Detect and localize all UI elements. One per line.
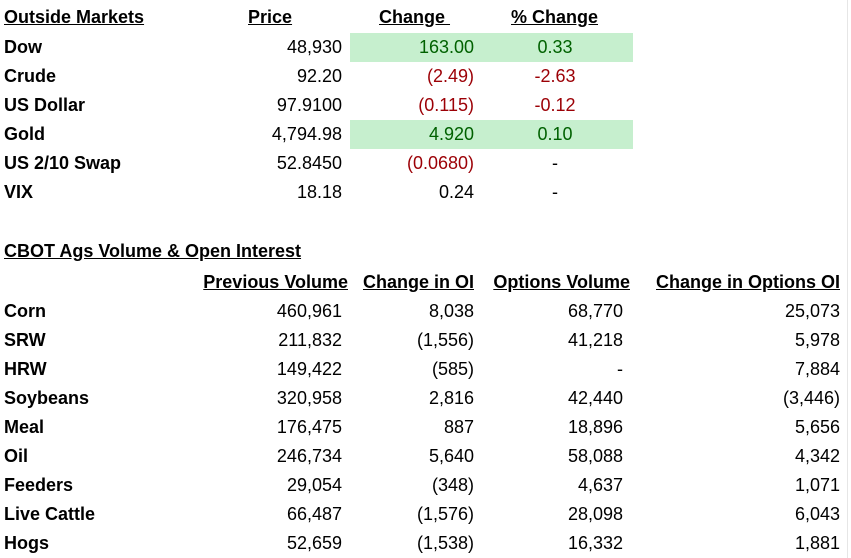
options-volume-cell[interactable]: 16,332 bbox=[567, 533, 623, 553]
change-options-oi-cell[interactable]: 4,342 bbox=[794, 446, 840, 466]
prev-volume-cell[interactable]: 66,487 bbox=[286, 504, 342, 524]
change-oi-cell[interactable]: 5,640 bbox=[428, 446, 474, 466]
change-header[interactable]: Change bbox=[379, 7, 451, 27]
change-oi-header[interactable]: Change in OI bbox=[362, 272, 474, 292]
market-pct-change[interactable]: -2.63 bbox=[534, 66, 576, 86]
outside-markets-title[interactable]: Outside Markets bbox=[4, 7, 145, 27]
change-oi-cell[interactable]: (1,538) bbox=[416, 533, 474, 553]
market-name[interactable]: Dow bbox=[4, 37, 42, 57]
prev-volume-cell[interactable]: 246,734 bbox=[276, 446, 342, 466]
commodity-name[interactable]: SRW bbox=[4, 330, 46, 350]
market-price[interactable]: 4,794.98 bbox=[271, 124, 342, 144]
market-price[interactable]: 92.20 bbox=[296, 66, 342, 86]
price-header[interactable]: Price bbox=[248, 7, 293, 27]
positive-highlight bbox=[350, 120, 633, 149]
commodity-name[interactable]: HRW bbox=[4, 359, 47, 379]
commodity-name[interactable]: Oil bbox=[4, 446, 29, 466]
market-name[interactable]: US Dollar bbox=[4, 95, 86, 115]
market-change[interactable]: (0.0680) bbox=[406, 153, 474, 173]
prev-volume-header[interactable]: Previous Volume bbox=[203, 272, 348, 292]
market-pct-change[interactable]: 0.33 bbox=[537, 37, 573, 57]
change-oi-cell[interactable]: (1,556) bbox=[416, 330, 474, 350]
commodity-name[interactable]: Hogs bbox=[4, 533, 49, 553]
market-name[interactable]: Gold bbox=[4, 124, 45, 144]
change-oi-cell[interactable]: 2,816 bbox=[428, 388, 474, 408]
options-volume-cell[interactable]: 4,637 bbox=[577, 475, 623, 495]
market-price[interactable]: 18.18 bbox=[296, 182, 342, 202]
change-oi-cell[interactable]: (348) bbox=[431, 475, 474, 495]
market-name[interactable]: VIX bbox=[4, 182, 34, 202]
prev-volume-cell[interactable]: 320,958 bbox=[276, 388, 342, 408]
options-volume-cell[interactable]: 58,088 bbox=[567, 446, 623, 466]
commodity-name[interactable]: Soybeans bbox=[4, 388, 90, 408]
options-volume-cell[interactable]: - bbox=[617, 359, 623, 379]
options-volume-cell[interactable]: 42,440 bbox=[567, 388, 623, 408]
change-oi-cell[interactable]: 8,038 bbox=[428, 301, 474, 321]
options-volume-cell[interactable]: 41,218 bbox=[567, 330, 623, 350]
change-options-oi-cell[interactable]: (3,446) bbox=[782, 388, 840, 408]
change-options-oi-cell[interactable]: 25,073 bbox=[784, 301, 840, 321]
options-volume-cell[interactable]: 28,098 bbox=[567, 504, 623, 524]
gridline bbox=[847, 0, 848, 558]
change-options-oi-cell[interactable]: 1,071 bbox=[794, 475, 840, 495]
change-oi-cell[interactable]: 887 bbox=[443, 417, 474, 437]
change-options-oi-cell[interactable]: 5,978 bbox=[794, 330, 840, 350]
options-volume-header[interactable]: Options Volume bbox=[493, 272, 630, 292]
positive-highlight bbox=[350, 33, 633, 62]
market-price[interactable]: 52.8450 bbox=[276, 153, 342, 173]
market-name[interactable]: US 2/10 Swap bbox=[4, 153, 122, 173]
change-options-oi-cell[interactable]: 1,881 bbox=[794, 533, 840, 553]
market-price[interactable]: 97.9100 bbox=[276, 95, 342, 115]
pct-change-header[interactable]: % Change bbox=[511, 7, 599, 27]
change-options-oi-cell[interactable]: 6,043 bbox=[794, 504, 840, 524]
market-change[interactable]: (0.115) bbox=[418, 95, 474, 115]
market-pct-change[interactable]: 0.10 bbox=[537, 124, 573, 144]
prev-volume-cell[interactable]: 460,961 bbox=[276, 301, 342, 321]
options-volume-cell[interactable]: 18,896 bbox=[567, 417, 623, 437]
options-volume-cell[interactable]: 68,770 bbox=[567, 301, 623, 321]
commodity-name[interactable]: Feeders bbox=[4, 475, 74, 495]
market-pct-change[interactable]: -0.12 bbox=[534, 95, 576, 115]
change-options-oi-cell[interactable]: 5,656 bbox=[794, 417, 840, 437]
prev-volume-cell[interactable]: 211,832 bbox=[278, 330, 342, 350]
change-options-oi-cell[interactable]: 7,884 bbox=[794, 359, 840, 379]
market-pct-change[interactable]: - bbox=[552, 153, 558, 173]
commodity-name[interactable]: Live Cattle bbox=[4, 504, 96, 524]
market-pct-change[interactable]: - bbox=[552, 182, 558, 202]
market-change[interactable]: 163.00 bbox=[418, 37, 474, 57]
market-change[interactable]: 4.920 bbox=[428, 124, 474, 144]
change-options-oi-header[interactable]: Change in Options OI bbox=[656, 272, 840, 292]
prev-volume-cell[interactable]: 149,422 bbox=[276, 359, 342, 379]
market-change[interactable]: (2.49) bbox=[426, 66, 474, 86]
prev-volume-cell[interactable]: 29,054 bbox=[286, 475, 342, 495]
market-price[interactable]: 48,930 bbox=[286, 37, 342, 57]
market-name[interactable]: Crude bbox=[4, 66, 57, 86]
cbot-title[interactable]: CBOT Ags Volume & Open Interest bbox=[4, 241, 302, 261]
change-oi-cell[interactable]: (585) bbox=[431, 359, 474, 379]
prev-volume-cell[interactable]: 52,659 bbox=[286, 533, 342, 553]
commodity-name[interactable]: Corn bbox=[4, 301, 46, 321]
change-oi-cell[interactable]: (1,576) bbox=[416, 504, 474, 524]
commodity-name[interactable]: Meal bbox=[4, 417, 45, 437]
prev-volume-cell[interactable]: 176,475 bbox=[276, 417, 342, 437]
market-change[interactable]: 0.24 bbox=[438, 182, 474, 202]
